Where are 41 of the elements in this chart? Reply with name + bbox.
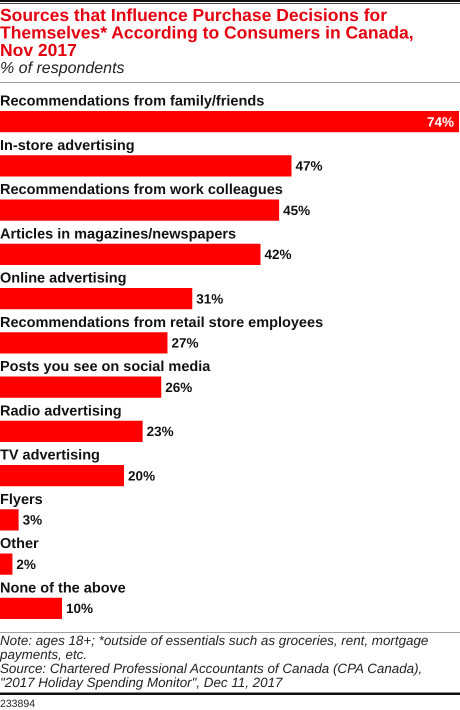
data-label: 42% bbox=[264, 247, 292, 262]
bar bbox=[0, 155, 292, 176]
text: 233894 bbox=[0, 698, 36, 710]
y-tick-label: Recommendations from family/friends bbox=[0, 94, 264, 110]
data-label: 2% bbox=[16, 556, 36, 572]
bar bbox=[0, 598, 62, 619]
bar bbox=[0, 509, 19, 530]
data-label: 23% bbox=[146, 424, 174, 440]
data-label: 31% bbox=[196, 291, 224, 306]
bar bbox=[0, 465, 124, 486]
bar bbox=[0, 111, 459, 132]
data-label: 10% bbox=[66, 601, 94, 616]
y-tick-label: Posts you see on social media bbox=[0, 359, 212, 375]
y-tick-label: Other bbox=[0, 536, 40, 552]
text: Note: ages 18+; *outside of essentials such as groceries, rent, mortgage payments, etc. bbox=[0, 633, 428, 662]
y-tick-label: Flyers bbox=[0, 492, 43, 508]
bar bbox=[0, 200, 280, 221]
y-tick-label: Online advertising bbox=[0, 270, 126, 286]
y-tick-label: TV advertising bbox=[0, 448, 100, 464]
bar bbox=[0, 554, 12, 575]
data-label: 45% bbox=[283, 202, 310, 218]
data-label: 47% bbox=[296, 158, 323, 174]
data-label: 26% bbox=[165, 380, 192, 395]
y-tick-label: Recommendations from retail store employees bbox=[0, 314, 324, 331]
bar bbox=[0, 420, 143, 442]
bar bbox=[0, 332, 168, 354]
data-label: 3% bbox=[22, 512, 42, 528]
data-label: 27% bbox=[171, 336, 199, 351]
bar bbox=[0, 288, 192, 310]
data-label: 74% bbox=[426, 114, 454, 130]
y-tick-label: None of the above bbox=[0, 580, 126, 596]
y-tick-label: Recommendations from work colleagues bbox=[0, 182, 283, 198]
chart-subtitle: % of respondents bbox=[0, 60, 125, 77]
y-tick-label: In-store advertising bbox=[0, 138, 135, 154]
y-tick-label: Articles in magazines/newspapers bbox=[0, 226, 236, 242]
bar bbox=[0, 376, 162, 398]
data-label: 20% bbox=[128, 468, 156, 484]
y-tick-label: Radio advertising bbox=[0, 403, 122, 420]
source-note: Source: Chartered Professional Accountants of Canada (CPA Canada), "2017 Holiday Spending Monitor", Dec 11, 2017 bbox=[0, 661, 422, 690]
chart-title: Sources that Influence Purchase Decisions for Themselves* According to Consumers in Canada, Nov 2017 bbox=[0, 5, 414, 60]
bar bbox=[0, 244, 261, 265]
